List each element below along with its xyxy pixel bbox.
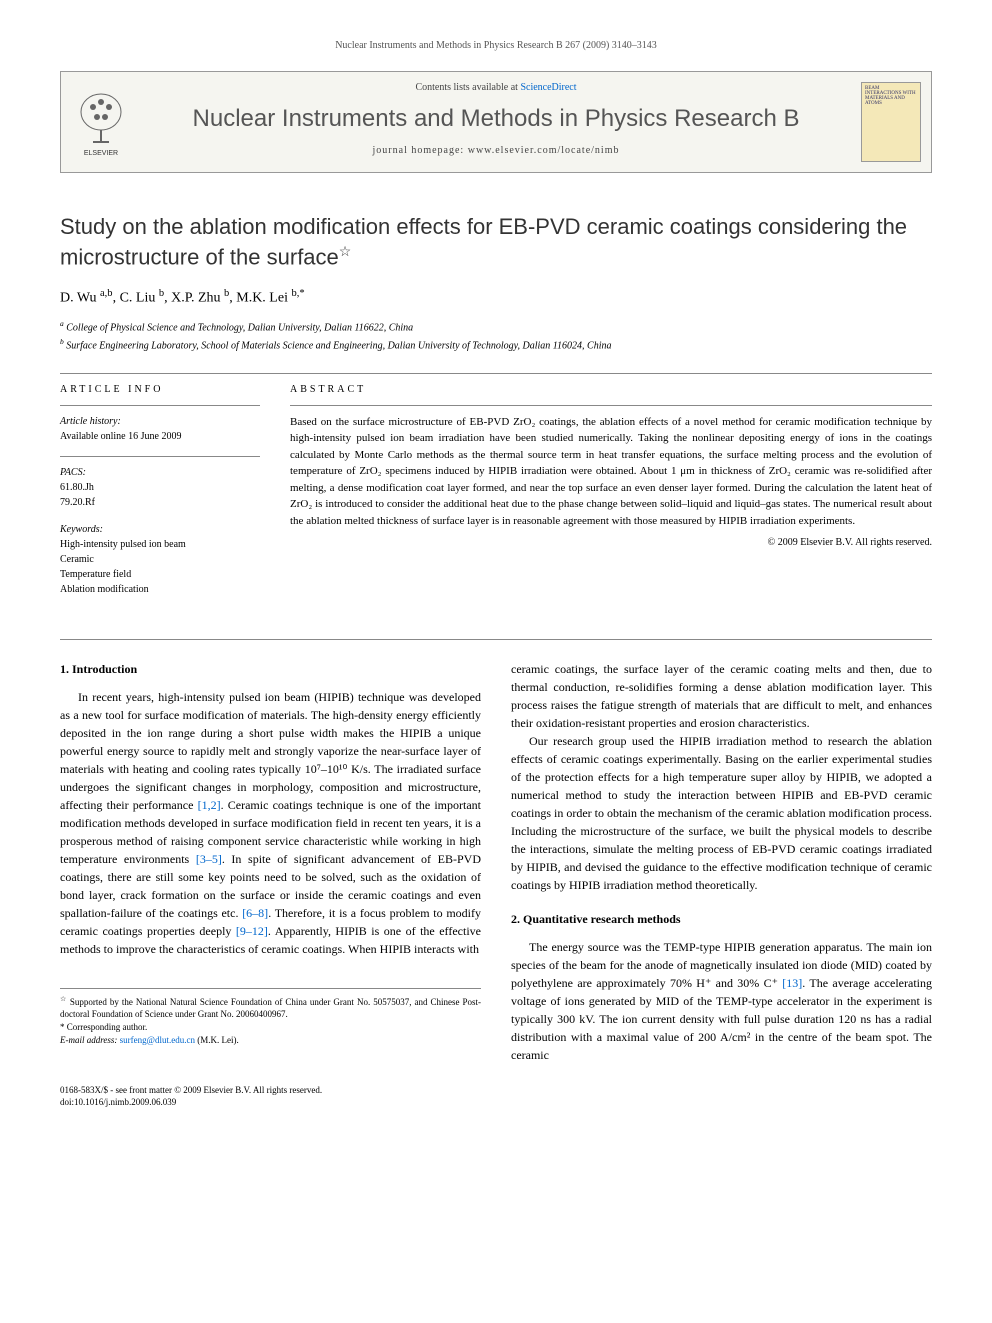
journal-name: Nuclear Instruments and Methods in Physi… <box>161 105 831 133</box>
abstract-column: ABSTRACT Based on the surface microstruc… <box>290 382 932 609</box>
ref-link-13[interactable]: [13] <box>782 976 802 990</box>
title-text: Study on the ablation modification effec… <box>60 214 907 269</box>
journal-banner: ELSEVIER Contents lists available at Sci… <box>60 71 932 173</box>
left-column: 1. Introduction In recent years, high-in… <box>60 660 481 1064</box>
corresponding-text: Corresponding author. <box>67 1022 148 1032</box>
star-icon: ☆ <box>60 996 67 1003</box>
ref-link-1-2[interactable]: [1,2] <box>198 798 221 812</box>
keyword-1: High-intensity pulsed ion beam <box>60 537 260 552</box>
keyword-2: Ceramic <box>60 552 260 567</box>
divider-top <box>60 373 932 374</box>
affiliation-b-text: Surface Engineering Laboratory, School o… <box>66 340 611 351</box>
methods-paragraph-1: The energy source was the TEMP-type HIPI… <box>511 938 932 1064</box>
page-footer: 0168-583X/$ - see front matter © 2009 El… <box>60 1084 932 1109</box>
elsevier-tree-logo: ELSEVIER <box>71 87 131 157</box>
article-title: Study on the ablation modification effec… <box>60 213 932 272</box>
pacs-block: PACS: 61.80.Jh 79.20.Rf <box>60 465 260 510</box>
journal-homepage-line: journal homepage: www.elsevier.com/locat… <box>161 145 831 156</box>
doi-line: doi:10.1016/j.nimb.2009.06.039 <box>60 1096 932 1109</box>
email-suffix: (M.K. Lei). <box>197 1035 239 1045</box>
keywords-block: Keywords: High-intensity pulsed ion beam… <box>60 522 260 597</box>
email-label: E-mail address: <box>60 1035 117 1045</box>
abstract-divider <box>290 405 932 406</box>
publisher-logo-area: ELSEVIER <box>61 72 141 172</box>
section-2-heading: 2. Quantitative research methods <box>511 910 932 928</box>
footnotes-block: ☆ Supported by the National Natural Scie… <box>60 988 481 1046</box>
svg-text:ELSEVIER: ELSEVIER <box>84 150 118 157</box>
author-list: D. Wu a,b, C. Liu b, X.P. Zhu b, M.K. Le… <box>60 288 932 307</box>
article-info-heading: ARTICLE INFO <box>60 382 260 397</box>
ref-link-3-5[interactable]: [3–5] <box>196 852 222 866</box>
affiliation-b: b Surface Engineering Laboratory, School… <box>60 336 932 353</box>
section-1-heading: 1. Introduction <box>60 660 481 678</box>
keywords-label: Keywords: <box>60 522 260 537</box>
info-divider-2 <box>60 456 260 457</box>
funding-text: Supported by the National Natural Scienc… <box>60 997 481 1020</box>
pacs-value-1: 61.80.Jh <box>60 480 260 495</box>
cover-thumb-area: BEAM INTERACTIONS WITH MATERIALS AND ATO… <box>851 72 931 172</box>
history-value: Available online 16 June 2009 <box>60 429 260 444</box>
homepage-prefix: journal homepage: <box>373 145 468 156</box>
email-link[interactable]: surfeng@dlut.edu.cn <box>120 1035 195 1045</box>
homepage-url[interactable]: www.elsevier.com/locate/nimb <box>468 145 620 156</box>
issn-line: 0168-583X/$ - see front matter © 2009 El… <box>60 1084 932 1097</box>
banner-center: Contents lists available at ScienceDirec… <box>141 72 851 172</box>
contents-prefix: Contents lists available at <box>415 82 520 93</box>
keyword-3: Temperature field <box>60 567 260 582</box>
ref-link-9-12[interactable]: [9–12] <box>236 924 268 938</box>
abstract-heading: ABSTRACT <box>290 382 932 397</box>
pacs-value-2: 79.20.Rf <box>60 495 260 510</box>
affiliation-a-text: College of Physical Science and Technolo… <box>66 323 413 334</box>
body-two-columns: 1. Introduction In recent years, high-in… <box>60 660 932 1064</box>
funding-footnote: ☆ Supported by the National Natural Scie… <box>60 995 481 1021</box>
divider-bottom <box>60 639 932 640</box>
journal-cover-thumb: BEAM INTERACTIONS WITH MATERIALS AND ATO… <box>861 82 921 162</box>
contents-available-line: Contents lists available at ScienceDirec… <box>161 82 831 93</box>
pacs-label: PACS: <box>60 465 260 480</box>
right-column: ceramic coatings, the surface layer of t… <box>511 660 932 1064</box>
article-info-column: ARTICLE INFO Article history: Available … <box>60 382 260 609</box>
abstract-text: Based on the surface microstructure of E… <box>290 414 932 530</box>
running-header: Nuclear Instruments and Methods in Physi… <box>60 40 932 51</box>
intro-p1-a: In recent years, high-intensity pulsed i… <box>60 690 481 812</box>
affiliation-a: a College of Physical Science and Techno… <box>60 318 932 335</box>
ref-link-6-8[interactable]: [6–8] <box>242 906 268 920</box>
history-label: Article history: <box>60 414 260 429</box>
intro-paragraph-1: In recent years, high-intensity pulsed i… <box>60 688 481 958</box>
intro-paragraph-2: ceramic coatings, the surface layer of t… <box>511 660 932 732</box>
funding-star-icon: ☆ <box>339 243 352 259</box>
corresponding-footnote: * Corresponding author. <box>60 1021 481 1034</box>
email-footnote: E-mail address: surfeng@dlut.edu.cn (M.K… <box>60 1034 481 1047</box>
info-divider-1 <box>60 405 260 406</box>
article-history-block: Article history: Available online 16 Jun… <box>60 414 260 444</box>
copyright-line: © 2009 Elsevier B.V. All rights reserved… <box>290 535 932 550</box>
intro-paragraph-3: Our research group used the HIPIB irradi… <box>511 732 932 894</box>
affiliations: a College of Physical Science and Techno… <box>60 318 932 353</box>
sciencedirect-link[interactable]: ScienceDirect <box>520 82 576 93</box>
keyword-4: Ablation modification <box>60 582 260 597</box>
